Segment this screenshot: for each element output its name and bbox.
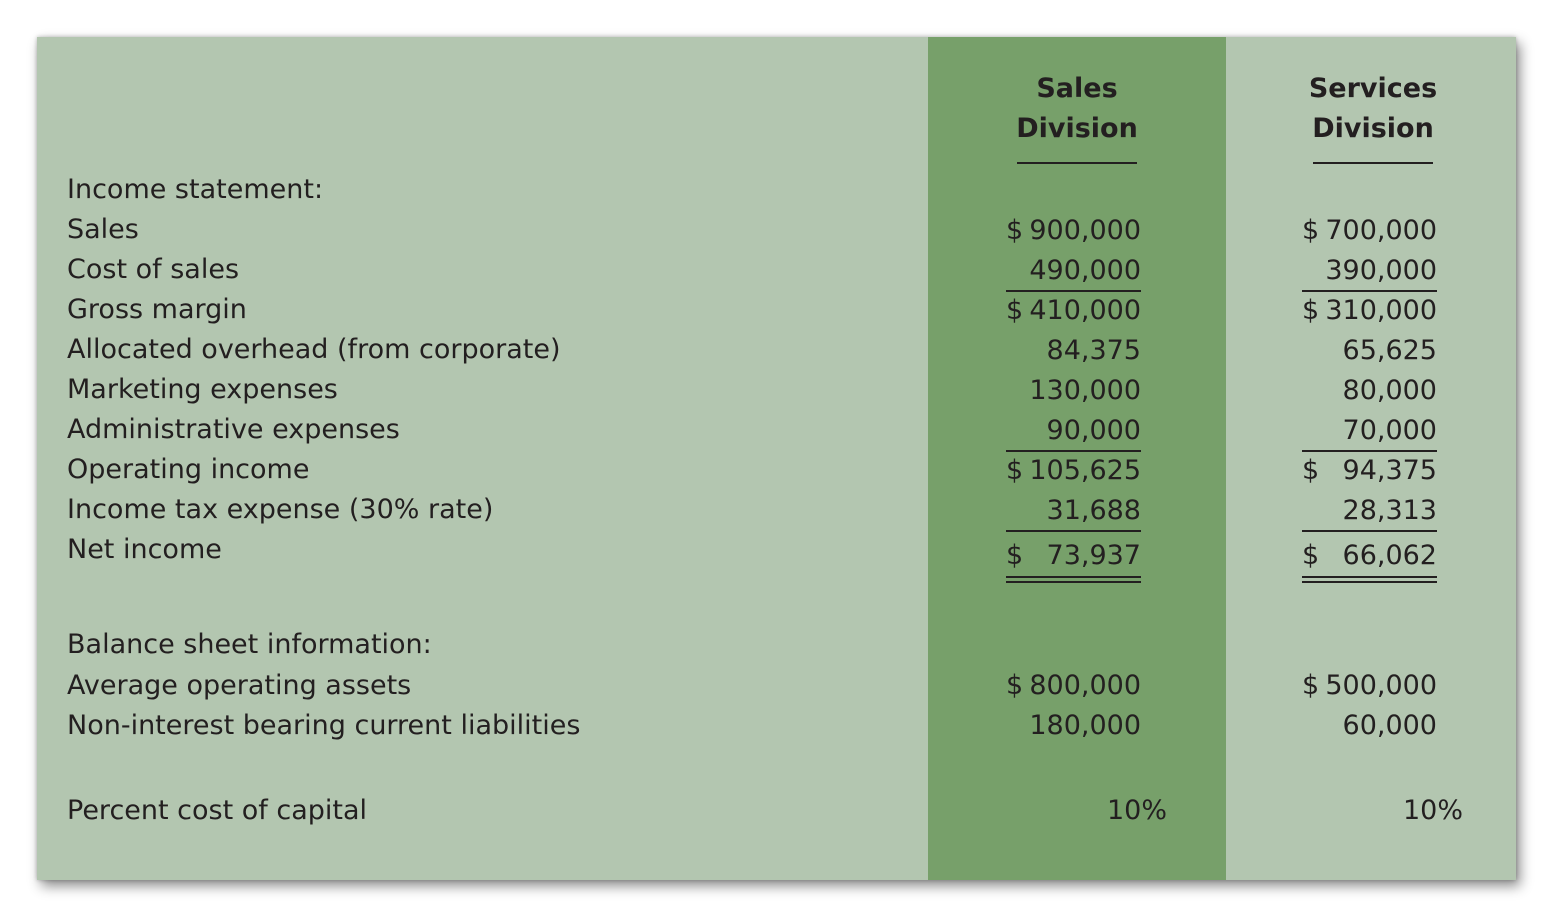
dollar-sign: $ xyxy=(1302,670,1320,701)
row-label-net-income: Net income xyxy=(67,534,222,565)
services-division-administrative-expenses: 70,000 xyxy=(1302,414,1437,448)
cell-value: 60,000 xyxy=(1342,710,1437,741)
row-label-marketing-expenses: Marketing expenses xyxy=(67,374,338,405)
sales-division-income-tax-expense: 31,688 xyxy=(1006,494,1141,528)
sales-division-average-operating-assets: $ 800,000 xyxy=(1006,669,1141,703)
cell-value: 73,937 xyxy=(1046,540,1141,571)
sales-total-double-rule-top xyxy=(1006,576,1141,578)
dollar-sign: $ xyxy=(1006,295,1024,326)
services-header-underline xyxy=(1313,162,1433,164)
dollar-sign: $ xyxy=(1006,540,1024,571)
cell-value: 180,000 xyxy=(1029,710,1141,741)
cell-value: 800,000 xyxy=(1029,670,1141,701)
sales-division-allocated-overhead: 84,375 xyxy=(1006,334,1141,368)
services-header-line1: Services xyxy=(1308,73,1438,104)
cell-value: 94,375 xyxy=(1342,455,1437,486)
row-label-allocated-overhead: Allocated overhead (from corporate) xyxy=(67,334,561,365)
income-statement-heading: Income statement: xyxy=(67,174,324,205)
services-total-double-rule-top xyxy=(1302,576,1437,578)
cell-value: 500,000 xyxy=(1325,670,1437,701)
cell-value: 31,688 xyxy=(1046,495,1141,526)
sales-division-operating-income: $ 105,625 xyxy=(1006,454,1141,488)
sales-division-header: Sales Division xyxy=(977,69,1177,149)
cell-value: 28,313 xyxy=(1342,495,1437,526)
sales-division-cost-of-capital: 10% xyxy=(1106,795,1167,826)
sales-subtotal-rule xyxy=(1006,450,1141,452)
dollar-sign: $ xyxy=(1302,215,1320,246)
statement-panel: Sales Division Services Division Income … xyxy=(37,37,1516,880)
cell-value: 70,000 xyxy=(1342,415,1437,446)
sales-division-marketing-expenses: 130,000 xyxy=(1006,374,1141,408)
cell-value: 80,000 xyxy=(1342,375,1437,406)
cell-value: 84,375 xyxy=(1046,335,1141,366)
cell-value: 65,625 xyxy=(1342,335,1437,366)
row-label-percent-cost-of-capital: Percent cost of capital xyxy=(67,795,368,826)
row-label-non-interest-bearing-liabilities: Non-interest bearing current liabilities xyxy=(67,710,581,741)
sales-header-underline xyxy=(1017,162,1137,164)
services-subtotal-rule xyxy=(1302,450,1437,452)
services-division-non-interest-bearing-liabilities: 60,000 xyxy=(1302,709,1437,743)
sales-division-sales: $ 900,000 xyxy=(1006,214,1141,248)
services-division-cost-of-capital: 10% xyxy=(1402,795,1463,826)
cell-value: 410,000 xyxy=(1029,295,1141,326)
cell-value: 105,625 xyxy=(1029,455,1141,486)
balance-sheet-heading: Balance sheet information: xyxy=(67,629,432,660)
cell-value: 310,000 xyxy=(1325,295,1437,326)
sales-division-administrative-expenses: 90,000 xyxy=(1006,414,1141,448)
dollar-sign: $ xyxy=(1006,215,1024,246)
services-division-income-tax-expense: 28,313 xyxy=(1302,494,1437,528)
dollar-sign: $ xyxy=(1302,455,1320,486)
services-subtotal-rule xyxy=(1302,290,1437,292)
services-subtotal-rule xyxy=(1302,530,1437,532)
row-label-administrative-expenses: Administrative expenses xyxy=(67,414,400,445)
row-label-gross-margin: Gross margin xyxy=(67,294,247,325)
row-label-sales: Sales xyxy=(67,214,139,245)
services-division-net-income: $ 66,062 xyxy=(1302,539,1437,573)
services-division-sales: $ 700,000 xyxy=(1302,214,1437,248)
row-label-average-operating-assets: Average operating assets xyxy=(67,670,412,701)
services-division-header: Services Division xyxy=(1273,69,1473,149)
services-division-average-operating-assets: $ 500,000 xyxy=(1302,669,1437,703)
services-division-operating-income: $ 94,375 xyxy=(1302,454,1437,488)
cell-value: 90,000 xyxy=(1046,415,1141,446)
cell-value: 66,062 xyxy=(1342,540,1437,571)
sales-header-line2: Division xyxy=(1016,113,1138,144)
services-header-line2: Division xyxy=(1312,113,1434,144)
cell-value: 700,000 xyxy=(1325,215,1437,246)
sales-header-line1: Sales xyxy=(1036,73,1118,104)
sales-division-non-interest-bearing-liabilities: 180,000 xyxy=(1006,709,1141,743)
row-label-cost-of-sales: Cost of sales xyxy=(67,254,240,285)
sales-subtotal-rule xyxy=(1006,290,1141,292)
services-division-gross-margin: $ 310,000 xyxy=(1302,294,1437,328)
sales-subtotal-rule xyxy=(1006,530,1141,532)
sales-division-band xyxy=(928,37,1226,880)
sales-division-gross-margin: $ 410,000 xyxy=(1006,294,1141,328)
services-total-double-rule-bottom xyxy=(1302,581,1437,583)
services-division-cost-of-sales: 390,000 xyxy=(1302,254,1437,288)
cell-value: 490,000 xyxy=(1029,255,1141,286)
row-label-operating-income: Operating income xyxy=(67,454,310,485)
cell-value: 390,000 xyxy=(1325,255,1437,286)
cell-value: 130,000 xyxy=(1029,375,1141,406)
sales-division-net-income: $ 73,937 xyxy=(1006,539,1141,573)
sales-division-cost-of-sales: 490,000 xyxy=(1006,254,1141,288)
dollar-sign: $ xyxy=(1006,455,1024,486)
sales-total-double-rule-bottom xyxy=(1006,581,1141,583)
dollar-sign: $ xyxy=(1302,295,1320,326)
dollar-sign: $ xyxy=(1006,670,1024,701)
cell-value: 900,000 xyxy=(1029,215,1141,246)
services-division-marketing-expenses: 80,000 xyxy=(1302,374,1437,408)
dollar-sign: $ xyxy=(1302,540,1320,571)
row-label-income-tax-expense: Income tax expense (30% rate) xyxy=(67,494,494,525)
services-division-allocated-overhead: 65,625 xyxy=(1302,334,1437,368)
